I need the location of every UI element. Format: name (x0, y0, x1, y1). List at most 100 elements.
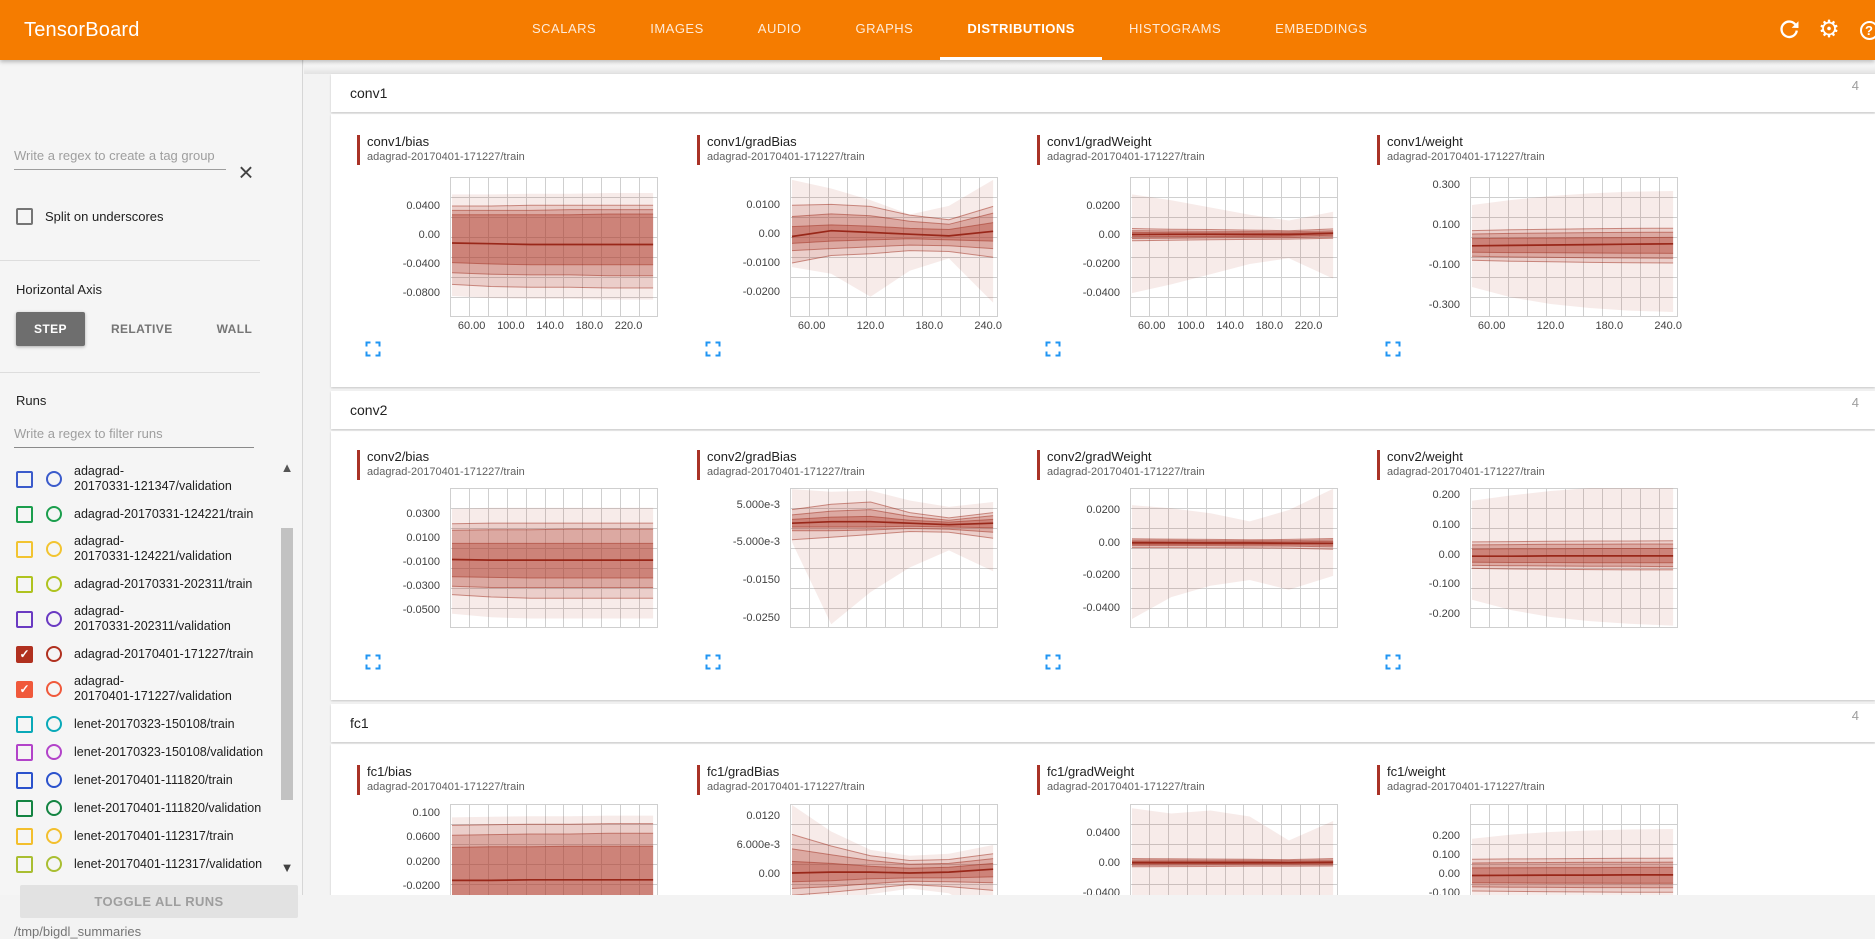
run-color-radio[interactable] (46, 541, 62, 557)
run-item[interactable]: adagrad-20170331-124221/train (0, 500, 280, 528)
expand-chart-icon[interactable] (705, 654, 723, 672)
y-tick-label: -0.0400 (1082, 286, 1120, 299)
run-checkbox[interactable] (16, 771, 33, 789)
scroll-up-icon[interactable]: ▲ (280, 460, 294, 475)
run-item[interactable]: ✓ adagrad-20170401-171227/train (0, 640, 280, 668)
y-axis-labels: 0.0300 0.0100 -0.0100 -0.0300 -0.0500 (357, 488, 450, 628)
close-icon[interactable]: × (238, 157, 254, 187)
run-item[interactable]: lenet-20170401-111820/validation (0, 794, 280, 822)
run-color-radio[interactable] (46, 506, 62, 522)
run-color-radio[interactable] (46, 646, 62, 662)
y-tick-label: 5.000e-3 (736, 498, 780, 511)
toggle-all-runs-button[interactable]: TOGGLE ALL RUNS (20, 885, 298, 918)
run-item[interactable]: adagrad- 20170331-121347/validation (0, 458, 280, 500)
run-color-radio[interactable] (46, 856, 62, 872)
y-tick-label: 0.200 (1432, 488, 1460, 501)
axis-mode-buttons: STEP RELATIVE WALL (16, 312, 278, 346)
axis-button-wall[interactable]: WALL (216, 322, 253, 336)
y-axis-labels: 0.200 0.100 0.00 -0.100 -0.200 (1377, 488, 1470, 628)
expand-chart-icon[interactable] (365, 341, 383, 359)
run-item[interactable]: lenet-20170323-150108/train (0, 710, 280, 738)
tab-audio[interactable]: AUDIO (757, 21, 802, 36)
run-checkbox[interactable] (16, 743, 33, 761)
run-item[interactable]: adagrad-20170331-202311/train (0, 570, 280, 598)
x-axis-labels: 60.00 100.0 140.0 180.0 220.0 (450, 317, 658, 335)
y-tick-label: 0.0100 (746, 199, 780, 212)
y-tick-label: 6.000e-3 (736, 838, 780, 851)
check-icon: ✓ (19, 682, 30, 696)
run-color-radio[interactable] (46, 744, 62, 760)
tab-graphs[interactable]: GRAPHS (855, 21, 914, 36)
run-item[interactable]: lenet-20170401-111820/train (0, 766, 280, 794)
run-item[interactable]: ✓ adagrad- 20170401-171227/validation (0, 668, 280, 710)
run-item[interactable]: adagrad- 20170331-124221/validation (0, 528, 280, 570)
run-checkbox[interactable] (16, 505, 33, 523)
run-checkbox[interactable] (16, 827, 33, 845)
run-color-radio[interactable] (46, 800, 62, 816)
run-color-radio[interactable] (46, 611, 62, 627)
help-icon[interactable]: ? (1849, 10, 1875, 50)
run-checkbox[interactable]: ✓ (16, 680, 33, 698)
tab-distributions[interactable]: DISTRIBUTIONS (940, 0, 1102, 60)
y-tick-label: 0.0200 (1086, 504, 1120, 517)
run-checkbox[interactable] (16, 799, 33, 817)
run-color-radio[interactable] (46, 471, 62, 487)
run-label: adagrad- 20170331-124221/validation (74, 534, 232, 563)
y-axis-labels: 5.000e-3 -5.000e-3 -0.0150 -0.0250 (697, 488, 790, 628)
run-color-radio[interactable] (46, 681, 62, 697)
chart-title: conv1/weight (1387, 134, 1463, 149)
split-checkbox[interactable] (16, 208, 33, 225)
chart-run-name: adagrad-20170401-171227/train (1047, 151, 1205, 163)
distribution-chart (1130, 177, 1338, 317)
expand-chart-icon[interactable] (705, 341, 723, 359)
split-on-underscores-row[interactable]: Split on underscores (16, 208, 164, 225)
expand-chart-icon[interactable] (365, 654, 383, 672)
tab-histograms[interactable]: HISTOGRAMS (1128, 21, 1222, 36)
y-tick-label: 0.00 (758, 867, 780, 880)
run-checkbox[interactable] (16, 715, 33, 733)
run-color-radio[interactable] (46, 576, 62, 592)
runs-filter-input[interactable]: Write a regex to filter runs (14, 426, 254, 448)
scroll-down-icon[interactable]: ▼ (280, 860, 294, 875)
tag-group-regex-input[interactable]: Write a regex to create a tag group (14, 148, 226, 170)
run-checkbox[interactable] (16, 470, 33, 488)
refresh-icon[interactable] (1769, 10, 1809, 50)
chart-run-name: adagrad-20170401-171227/train (1047, 781, 1205, 793)
expand-chart-icon[interactable] (1385, 654, 1403, 672)
x-tick-label: 120.0 (856, 320, 885, 332)
run-checkbox[interactable] (16, 540, 33, 558)
run-checkbox[interactable] (16, 610, 33, 628)
sidebar: Write a regex to create a tag group × Sp… (0, 60, 303, 939)
runs-label: Runs (16, 393, 47, 408)
run-item[interactable]: lenet-20170401-112317/train (0, 822, 280, 850)
tab-embeddings[interactable]: EMBEDDINGS (1275, 21, 1368, 36)
expand-chart-icon[interactable] (1045, 654, 1063, 672)
run-item[interactable]: adagrad- 20170331-202311/validation (0, 598, 280, 640)
runs-filter-placeholder: Write a regex to filter runs (14, 426, 163, 441)
section-header-fc1[interactable]: fc1 4 (331, 704, 1875, 742)
axis-button-relative[interactable]: RELATIVE (110, 322, 173, 336)
axis-button-step[interactable]: STEP (16, 312, 85, 346)
x-tick-label: 240.0 (974, 320, 1002, 332)
runs-scrollbar[interactable] (281, 528, 293, 800)
content-top-shadow (304, 60, 1875, 74)
run-checkbox[interactable] (16, 855, 33, 873)
run-color-marker (357, 135, 360, 165)
section-header-conv1[interactable]: conv1 4 (331, 74, 1875, 112)
x-tick-label: 220.0 (614, 320, 643, 332)
expand-chart-icon[interactable] (1385, 341, 1403, 359)
expand-chart-icon[interactable] (1045, 341, 1063, 359)
tab-scalars[interactable]: SCALARS (532, 21, 597, 36)
settings-icon[interactable]: ⚙ (1818, 16, 1840, 43)
run-item[interactable]: lenet-20170401-112317/validation (0, 850, 280, 878)
run-checkbox[interactable] (16, 575, 33, 593)
distribution-chart (1130, 804, 1338, 895)
tab-images[interactable]: IMAGES (650, 21, 704, 36)
run-checkbox[interactable]: ✓ (16, 645, 33, 663)
run-label: lenet-20170323-150108/train (74, 716, 235, 731)
run-color-radio[interactable] (46, 716, 62, 732)
run-color-radio[interactable] (46, 828, 62, 844)
run-item[interactable]: lenet-20170323-150108/validation (0, 738, 280, 766)
run-color-radio[interactable] (46, 772, 62, 788)
section-header-conv2[interactable]: conv2 4 (331, 391, 1875, 429)
